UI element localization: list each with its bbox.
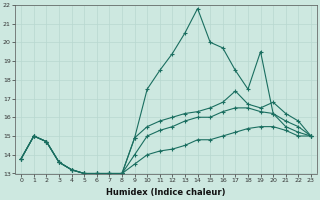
X-axis label: Humidex (Indice chaleur): Humidex (Indice chaleur)	[106, 188, 226, 197]
